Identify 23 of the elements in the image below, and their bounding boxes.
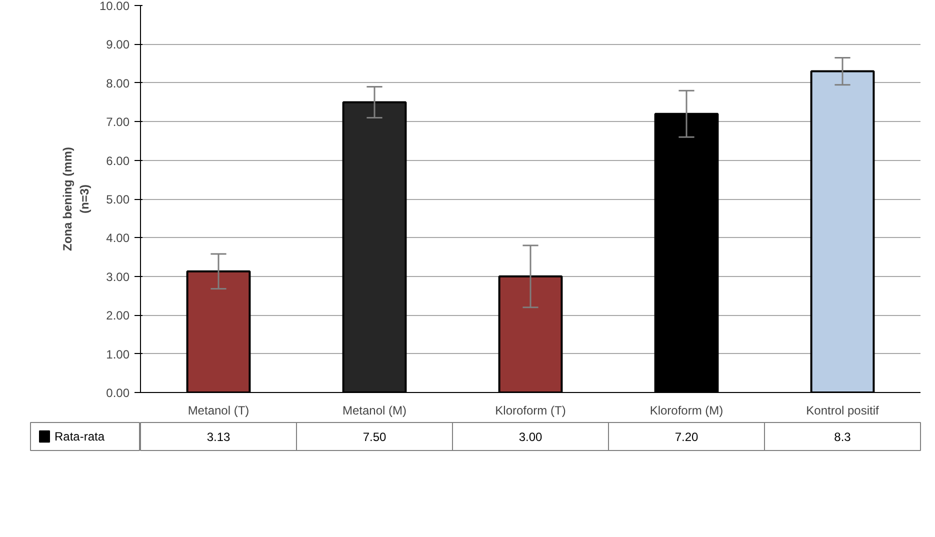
x-tick-label: Kloroform (M) — [650, 404, 724, 418]
legend-label: Rata-rata — [54, 430, 105, 444]
data-label: 7.50 — [362, 430, 387, 444]
y-tick-label: 8.00 — [106, 76, 130, 90]
y-tick-label: 3.00 — [106, 270, 130, 284]
data-label: 3.13 — [206, 430, 231, 444]
y-tick-label: 7.00 — [106, 115, 130, 130]
y-tick-label: 4.00 — [106, 231, 130, 246]
y-tick-label: 2.00 — [106, 308, 130, 323]
y-axis-title: Zona bening (mm) (n=3) — [60, 146, 92, 251]
x-tick-label: Kontrol positif — [806, 404, 880, 418]
y-tick-label: 5.00 — [106, 192, 130, 206]
data-label: 3.00 — [518, 430, 543, 444]
y-tick-label: 6.00 — [106, 154, 130, 168]
y-tick-label: 0.00 — [106, 386, 130, 400]
x-tick-label: Kloroform (T) — [495, 404, 566, 418]
y-tick-label: 10.00 — [99, 0, 130, 13]
data-label: 8.3 — [834, 430, 852, 444]
data-label: 7.20 — [674, 430, 699, 444]
x-tick-label: Metanol (T) — [188, 404, 250, 418]
y-tick-label: 9.00 — [106, 38, 130, 52]
x-tick-label: Metanol (M) — [342, 404, 407, 418]
y-tick-label: 1.00 — [106, 347, 130, 362]
